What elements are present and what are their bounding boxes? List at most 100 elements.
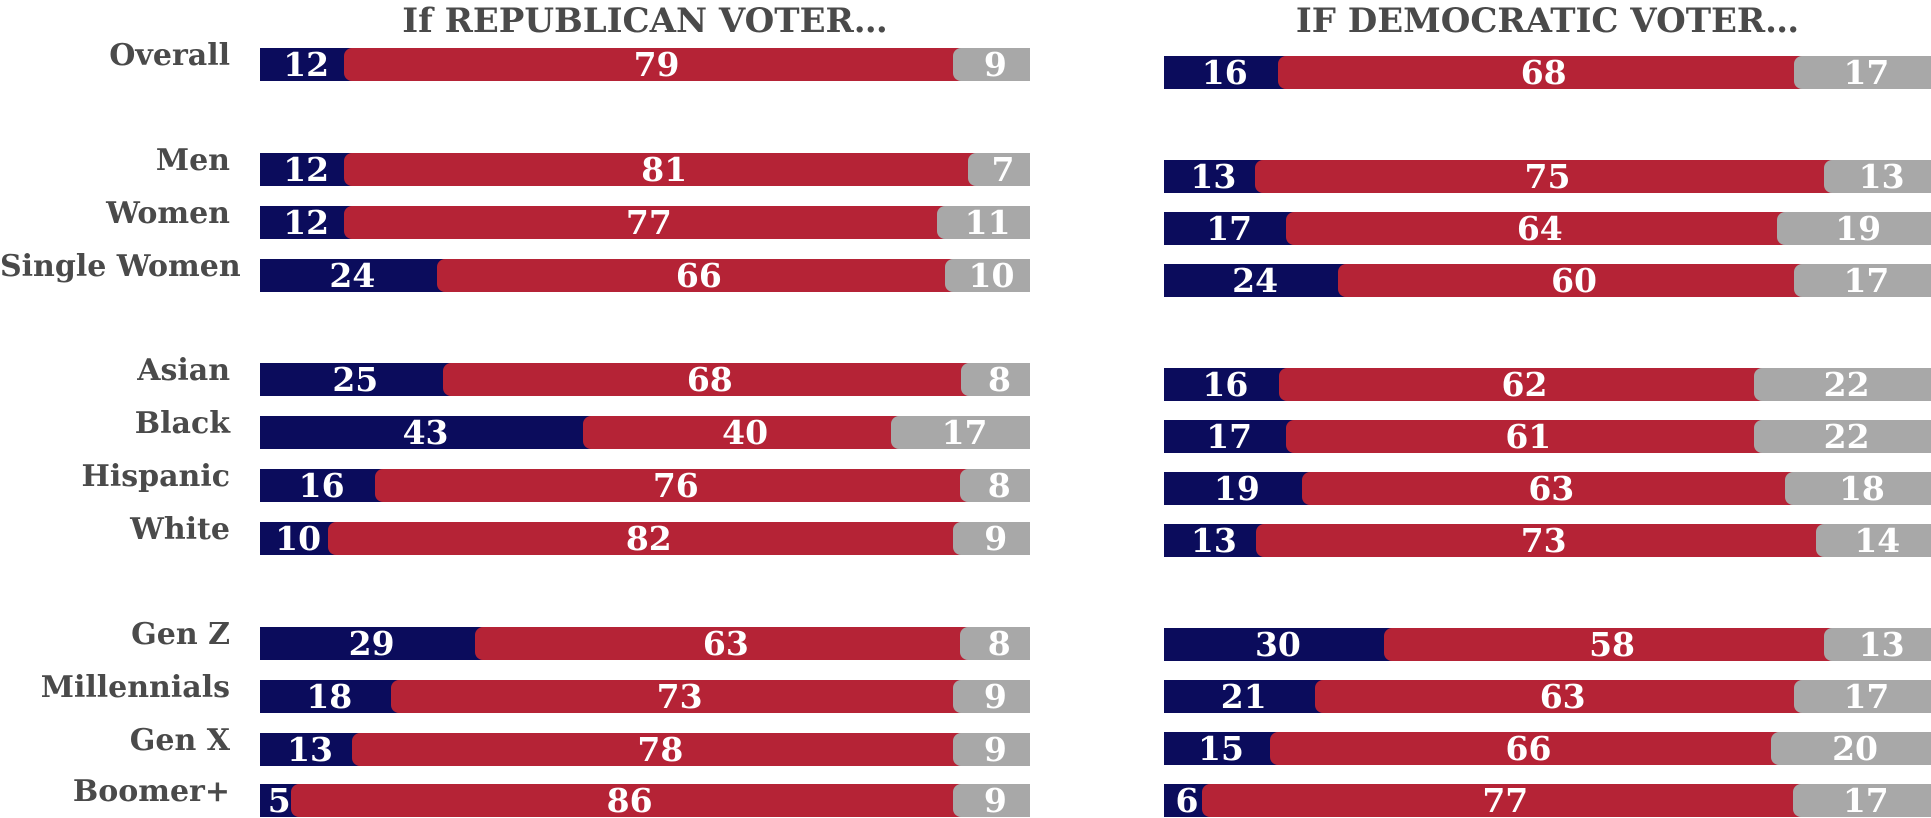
data-label: 81	[641, 153, 688, 186]
data-label: 20	[1832, 732, 1879, 765]
data-label: 13	[1190, 160, 1237, 193]
stacked-bar: 24 60 17	[1164, 264, 1931, 297]
bar-segment: 43	[260, 416, 592, 449]
data-label: 9	[984, 522, 1008, 555]
data-label: 13	[287, 733, 334, 766]
stacked-bar: 21 63 17	[1164, 680, 1931, 713]
data-label: 11	[964, 206, 1011, 239]
bar-segment: 9	[952, 733, 1030, 766]
bar-segment: 16	[260, 469, 384, 502]
bar-segment: 10	[944, 259, 1030, 292]
bar-segment: 14	[1815, 524, 1931, 557]
bar-segment: 12	[260, 206, 353, 239]
bar-segment: 63	[1301, 472, 1793, 505]
bar-segment: 9	[952, 680, 1030, 713]
stacked-bar: 25 68 8	[260, 363, 1030, 396]
data-label: 17	[1843, 680, 1890, 713]
bar-segment: 29	[260, 627, 484, 660]
data-label: 5	[267, 784, 291, 817]
bar-segment: 77	[1202, 784, 1801, 817]
data-label: 58	[1589, 628, 1635, 661]
bar-segment: 63	[1315, 680, 1802, 713]
bar-segment: 17	[1164, 212, 1295, 245]
bar-segment: 79	[344, 48, 961, 81]
bar-segment: 77	[344, 206, 946, 239]
data-label: 17	[941, 416, 988, 449]
data-label: 64	[1516, 212, 1563, 245]
bar-segment: 62	[1278, 368, 1763, 401]
data-label: 43	[402, 416, 449, 449]
row-label: Single Women	[0, 249, 241, 284]
bar-segment: 25	[260, 363, 451, 396]
data-label: 17	[1206, 420, 1253, 453]
data-label: 16	[298, 469, 345, 502]
data-label: 8	[988, 363, 1011, 396]
bar-segment: 82	[328, 522, 962, 555]
bar-segment: 68	[442, 363, 969, 396]
data-label: 17	[1843, 56, 1890, 89]
bar-segment: 16	[1164, 368, 1287, 401]
bar-segment: 75	[1254, 160, 1833, 193]
bar-segment: 17	[1793, 56, 1931, 89]
data-label: 21	[1220, 680, 1267, 713]
bar-segment: 21	[1164, 680, 1324, 713]
data-label: 13	[1858, 160, 1905, 193]
data-label: 75	[1524, 160, 1571, 193]
bar-segment: 73	[1255, 524, 1824, 557]
data-label: 13	[1858, 628, 1905, 661]
data-label: 63	[1528, 472, 1575, 505]
data-label: 10	[275, 522, 322, 555]
data-label: 77	[1482, 784, 1529, 817]
row-label: White	[130, 512, 230, 547]
stacked-bar: 12 77 11	[260, 206, 1030, 239]
row-label: Overall	[109, 38, 230, 73]
bar-segment: 24	[260, 259, 445, 292]
bar-segment: 20	[1771, 732, 1931, 765]
data-label: 61	[1505, 420, 1552, 453]
data-label: 68	[686, 363, 733, 396]
data-label: 8	[987, 627, 1011, 660]
data-label: 12	[283, 206, 330, 239]
bar-segment: 40	[583, 416, 900, 449]
data-label: 40	[722, 416, 769, 449]
row-label: Gen Z	[131, 617, 230, 652]
stacked-bar: 13 73 14	[1164, 524, 1931, 557]
data-label: 78	[637, 733, 684, 766]
data-label: 19	[1835, 212, 1882, 245]
stacked-bar: 15 66 20	[1164, 732, 1931, 765]
bar-segment: 68	[1277, 56, 1802, 89]
data-label: 77	[625, 206, 672, 239]
data-label: 68	[1520, 56, 1567, 89]
row-label: Hispanic	[81, 459, 230, 494]
data-label: 24	[329, 259, 376, 292]
data-label: 19	[1213, 472, 1260, 505]
bar-segment: 13	[260, 733, 361, 766]
bar-segment: 8	[961, 363, 1030, 396]
data-label: 14	[1854, 524, 1901, 557]
bar-segment: 86	[290, 784, 961, 817]
bar-segment: 9	[952, 784, 1030, 817]
bar-segment: 7	[968, 153, 1030, 186]
data-label: 18	[306, 680, 353, 713]
bar-segment: 15	[1164, 732, 1278, 765]
data-label: 29	[348, 627, 395, 660]
stacked-bar: 16 62 22	[1164, 368, 1931, 401]
row-label: Boomer+	[72, 774, 230, 809]
data-label: 73	[656, 680, 703, 713]
bar-segment: 76	[375, 469, 969, 502]
data-label: 15	[1197, 732, 1244, 765]
row-label: Asian	[137, 353, 230, 388]
bar-segment: 66	[1269, 732, 1780, 765]
bar-segment: 19	[1164, 472, 1310, 505]
stacked-bar: 13 75 13	[1164, 160, 1931, 193]
bar-segment: 18	[260, 680, 399, 713]
data-label: 82	[625, 522, 672, 555]
data-label: 76	[652, 469, 699, 502]
stacked-bar: 17 61 22	[1164, 420, 1931, 453]
bar-segment: 17	[1164, 420, 1295, 453]
bar-segment: 9	[952, 48, 1030, 81]
data-label: 30	[1254, 628, 1301, 661]
data-label: 22	[1823, 368, 1870, 401]
data-label: 10	[968, 259, 1015, 292]
data-label: 12	[283, 48, 330, 81]
